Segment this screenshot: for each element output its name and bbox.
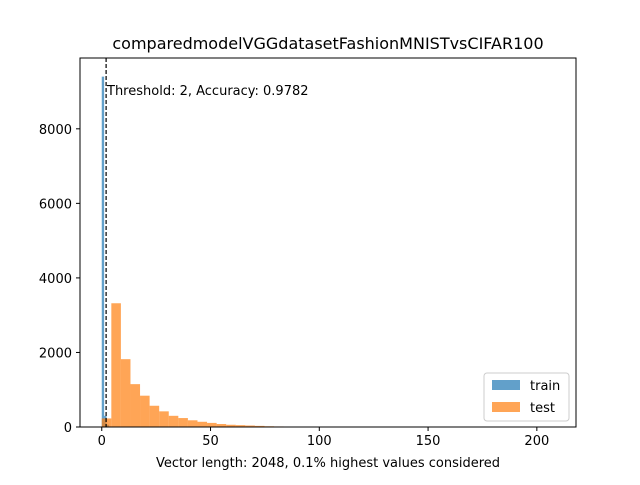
test-bar [111,303,121,427]
test-bar [120,359,131,427]
y-tick-label: 2000 [39,346,72,361]
y-tick-label: 4000 [39,272,72,287]
x-axis-ticks: 0 50 100 150 200 [98,427,549,449]
legend-label-train: train [530,379,560,394]
y-tick-label: 6000 [39,197,72,212]
test-bar [226,424,236,427]
x-axis-label: Vector length: 2048, 0.1% highest values… [156,456,500,471]
test-bar [216,424,227,427]
test-bar [149,405,160,427]
legend: train test [483,372,570,422]
test-bar [207,422,217,427]
chart-title: comparedmodelVGGdatasetFashionMNISTvsCIF… [112,34,543,53]
test-bar [168,415,179,427]
test-bar [140,395,150,427]
y-tick-label: 8000 [39,123,72,138]
test-bar [254,425,265,427]
test-bar [178,418,188,427]
x-tick-label: 100 [307,434,332,449]
plot-frame [79,57,577,428]
test-bar [197,421,208,427]
x-tick-label: 50 [202,434,219,449]
test-bar [235,425,246,427]
legend-label-test: test [530,401,555,416]
test-bar [187,420,198,427]
y-tick-label: 0 [64,421,72,436]
y-axis-ticks: 0 2000 4000 6000 8000 [39,123,80,436]
test-bar [159,411,169,427]
test-bar [101,418,112,427]
test-bar [245,425,255,427]
legend-swatch-train [492,380,520,390]
x-tick-label: 200 [524,434,549,449]
train-bar [101,76,105,428]
test-bar [130,384,141,427]
x-tick-label: 0 [98,434,106,449]
threshold-annotation: Threshold: 2, Accuracy: 0.9782 [106,84,309,99]
legend-swatch-test [492,402,520,412]
x-tick-label: 150 [416,434,441,449]
